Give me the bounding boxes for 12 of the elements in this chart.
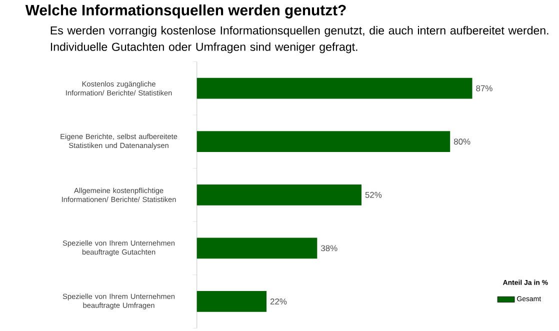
bar (196, 130, 450, 152)
bar (196, 238, 318, 258)
bar (196, 184, 362, 206)
data-label: 38% (321, 244, 338, 251)
data-label: 52% (365, 192, 382, 198)
chart-subtitle: Es werden vorrangig kostenlose Informationsquellen genutzt, die auch intern aufbereitet werden. Individuelle Gutachten oder Umfragen sind weniger gefragt. (50, 26, 548, 53)
bar (196, 290, 267, 312)
chart-title: Welche Informationsquellen werden genutzt? (25, 4, 346, 18)
data-label: 22% (270, 298, 287, 304)
bar (196, 78, 472, 99)
data-label: 80% (454, 138, 470, 144)
data-label: 87% (476, 85, 492, 92)
